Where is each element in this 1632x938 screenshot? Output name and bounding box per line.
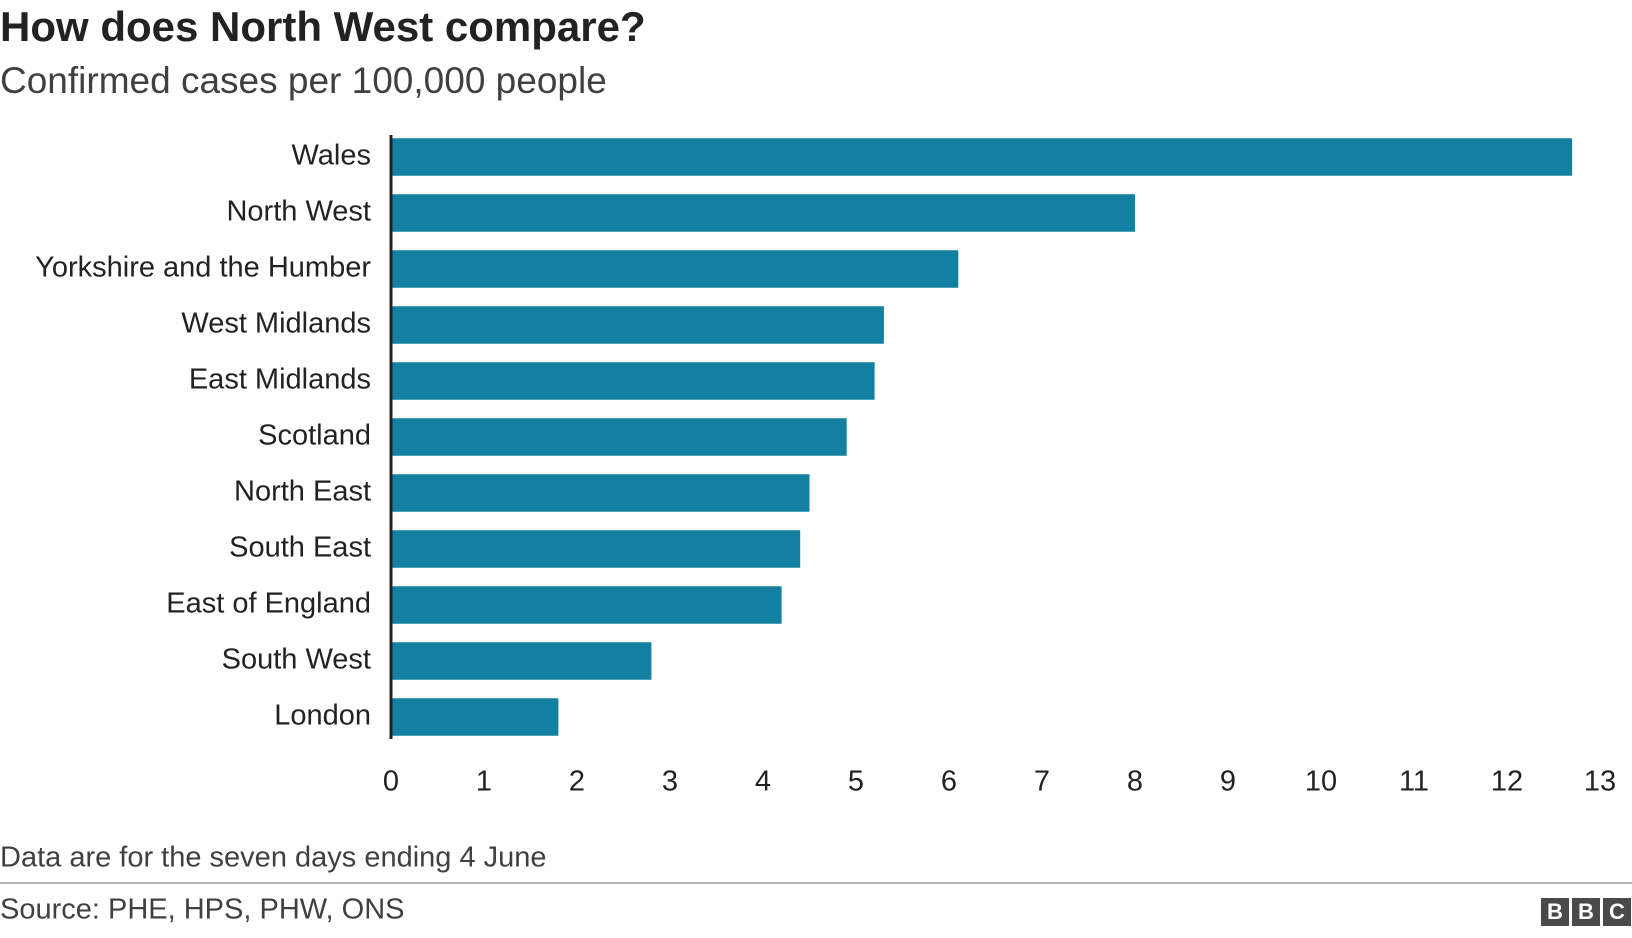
x-tick-label: 10 xyxy=(1305,766,1337,798)
y-tick-label: Yorkshire and the Humber xyxy=(35,252,371,284)
chart-subtitle: Confirmed cases per 100,000 people xyxy=(0,60,607,101)
logo-letter: C xyxy=(1609,899,1625,924)
bar xyxy=(391,474,810,512)
logo-letter: B xyxy=(1578,899,1594,924)
bar xyxy=(391,586,782,624)
x-tick-label: 0 xyxy=(383,766,399,798)
x-tick-label: 5 xyxy=(848,766,864,798)
bar xyxy=(391,418,847,456)
note: Data are for the seven days ending 4 Jun… xyxy=(0,842,547,874)
x-tick-label: 9 xyxy=(1220,766,1236,798)
y-tick-label: Scotland xyxy=(258,420,371,452)
y-tick-label: East Midlands xyxy=(189,364,371,396)
x-tick-label: 11 xyxy=(1399,766,1429,798)
bar xyxy=(391,642,652,680)
y-tick-label: West Midlands xyxy=(181,308,371,340)
y-tick-label: North West xyxy=(226,196,371,228)
chart-title: How does North West compare? xyxy=(0,3,646,50)
x-tick-label: 13 xyxy=(1584,766,1616,798)
bar xyxy=(391,250,959,288)
x-tick-label: 12 xyxy=(1491,766,1523,798)
x-tick-label: 1 xyxy=(476,766,492,798)
y-tick-label: Wales xyxy=(292,140,372,172)
x-tick-label: 2 xyxy=(569,766,585,798)
x-tick-label: 6 xyxy=(941,766,957,798)
bar xyxy=(391,362,875,400)
x-tick-label: 8 xyxy=(1127,766,1143,798)
bar xyxy=(391,194,1135,232)
x-tick-label: 4 xyxy=(755,766,771,798)
x-tick-label: 7 xyxy=(1034,766,1050,798)
bar xyxy=(391,138,1573,176)
bar xyxy=(391,530,801,568)
bar xyxy=(391,698,559,736)
y-tick-label: London xyxy=(274,700,371,732)
y-tick-label: North East xyxy=(234,476,371,508)
logo-letter: B xyxy=(1547,899,1563,924)
y-tick-label: South East xyxy=(229,532,371,564)
x-tick-label: 3 xyxy=(662,766,678,798)
y-tick-label: East of England xyxy=(166,588,371,620)
logo-box xyxy=(1603,898,1631,926)
logo-box xyxy=(1572,898,1600,926)
y-tick-label: South West xyxy=(222,644,371,676)
logo-box xyxy=(1541,898,1569,926)
bar xyxy=(391,306,884,344)
source: Source: PHE, HPS, PHW, ONS xyxy=(0,894,405,926)
